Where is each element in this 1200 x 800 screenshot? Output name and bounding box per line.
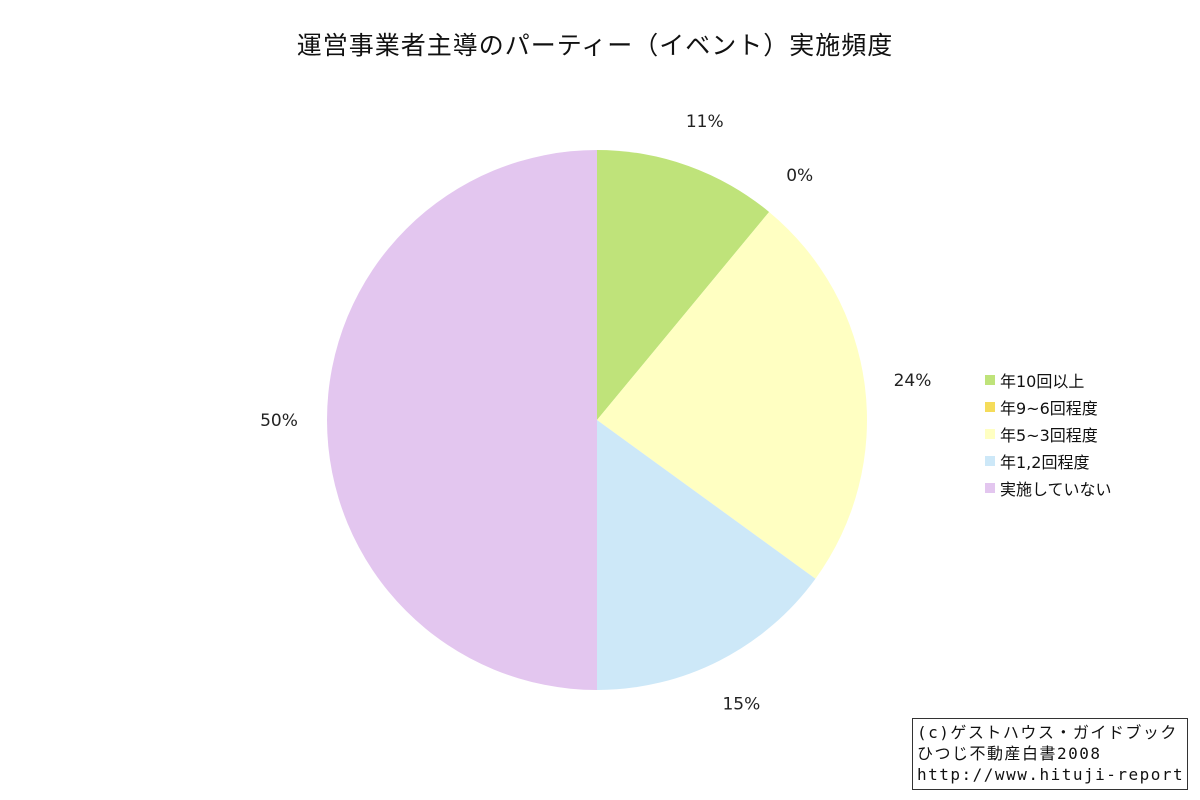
legend-swatch xyxy=(985,428,995,439)
legend-item: 年9~6回程度 xyxy=(985,393,1112,420)
credit-line: (c)ゲストハウス・ガイドブック xyxy=(917,723,1178,742)
legend: 年10回以上 年9~6回程度 年5~3回程度 年1,2回程度 実施していない xyxy=(985,366,1112,501)
pie-slice xyxy=(327,150,597,690)
slice-value-label: 11% xyxy=(686,112,724,132)
credit-line: ひつじ不動産白書2008 xyxy=(917,744,1102,763)
pie-slice xyxy=(597,150,770,420)
legend-swatch xyxy=(985,455,995,466)
copyright-credit-box: (c)ゲストハウス・ガイドブック ひつじ不動産白書2008 http://www… xyxy=(912,718,1188,790)
legend-item: 実施していない xyxy=(985,474,1112,501)
legend-label: 年10回以上 xyxy=(1000,371,1085,391)
legend-item: 年1,2回程度 xyxy=(985,447,1112,474)
legend-item: 年10回以上 xyxy=(985,366,1112,393)
pie-slices xyxy=(327,150,867,690)
legend-label: 年9~6回程度 xyxy=(1000,398,1098,418)
slice-value-label: 0% xyxy=(786,166,813,186)
legend-item: 年5~3回程度 xyxy=(985,420,1112,447)
slice-value-label: 24% xyxy=(894,371,932,391)
legend-label: 年5~3回程度 xyxy=(1000,425,1098,445)
pie-value-labels: 11% 0% 24% 15% 50% xyxy=(260,112,931,715)
slice-value-label: 50% xyxy=(260,411,298,431)
pie-slice xyxy=(597,420,816,690)
pie-slice xyxy=(597,211,867,579)
legend-swatch xyxy=(985,482,995,493)
legend-label: 年1,2回程度 xyxy=(1000,452,1090,472)
legend-swatch xyxy=(985,401,995,412)
legend-swatch xyxy=(985,374,995,385)
slice-value-label: 15% xyxy=(722,694,760,714)
chart-title: 運営事業者主導のパーティー（イベント）実施頻度 xyxy=(296,31,894,60)
legend-label: 実施していない xyxy=(1000,479,1112,499)
credit-line: http://www.hituji-report.jp/ xyxy=(917,765,1187,784)
